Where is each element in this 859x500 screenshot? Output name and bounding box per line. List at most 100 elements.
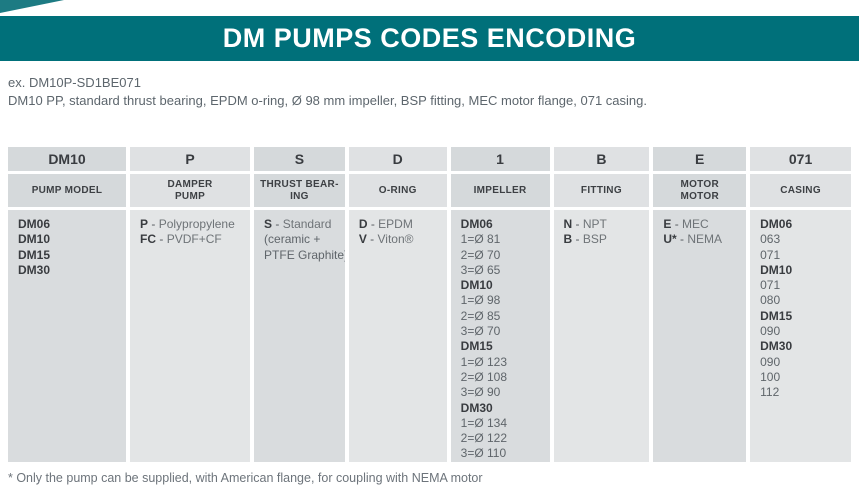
codes-encoding-table: DM10 PUMP MODEL DM06 DM10 DM15 DM30 P DAMPER PU… [8,147,851,462]
option-desc: Standard [282,217,332,231]
group-heading-line: DM15 [18,247,51,262]
option-code: D [358,217,368,231]
value-line: 2=Ø 85 [460,308,501,323]
value-line: 1=Ø 134 [460,415,508,430]
group-heading-line: DM06 [760,217,793,231]
option-line: V - Viton® [359,232,441,247]
option-code: FC [140,232,156,247]
column-label-cell: CASING [750,174,851,207]
separator: - [575,217,580,231]
group-heading-line: DM10 [18,232,51,247]
option-desc: EPDM [378,217,413,231]
group-heading-line: DM30 [18,262,51,277]
column-code-cell: E [653,147,747,171]
separator: - [159,232,164,247]
value-line: 1=Ø 98 [460,293,501,308]
column-code-cell: D [348,147,447,171]
option-code: B [563,232,573,247]
option-line: E - MEC [663,217,740,232]
option-line: S - Standard [264,217,339,232]
value-line: 3=Ø 65 [460,262,501,277]
option-line: P - Polypropylene [140,217,244,232]
group-heading-line: DM15 [760,308,793,323]
option-code: E [663,217,672,231]
column-label-cell: PUMP MODEL [8,174,126,207]
column-body-cell: E - MEC U* - NEMA [653,210,747,462]
value-line: 071 [760,278,781,293]
value-line: PTFE Graphite) [264,247,345,262]
column-body-cell: DM06 DM10 DM15 DM30 [8,210,126,462]
value-line: 080 [760,293,781,308]
column-label-cell: DAMPER PUMP [130,174,251,207]
column-label-cell: MOTOR MOTOR [653,174,747,207]
value-line: (ceramic + [264,232,321,247]
group-heading-line: DM10 [760,262,793,277]
option-line: D - EPDM [359,217,441,232]
separator: - [575,232,580,247]
value-line: 100 [760,369,781,384]
separator: - [680,232,685,247]
option-line: N - NPT [564,217,644,232]
column-code-cell: DM10 [8,147,126,171]
column-label-cell: FITTING [553,174,650,207]
separator: - [370,217,375,231]
group-heading-line: DM30 [460,400,493,415]
option-desc: NPT [582,217,607,231]
value-line: 090 [760,324,781,339]
separator: - [674,217,679,231]
value-line: 090 [760,354,781,369]
option-code: U* [663,232,677,247]
option-desc: NEMA [687,232,723,247]
option-desc: Viton® [377,232,414,247]
column-body-cell: P - Polypropylene FC - PVDF+CF [130,210,251,462]
column-body-cell: S - Standard (ceramic + PTFE Graphite) [254,210,345,462]
column-body-cell: DM06 1=Ø 81 2=Ø 70 3=Ø 65 DM10 1=Ø 98 2=Ø 85 3=… [450,210,550,462]
option-desc: PVDF+CF [166,232,222,247]
group-heading-line: DM06 [460,217,493,231]
option-desc: BSP [582,232,607,247]
column-label-cell: THRUST BEAR- ING [254,174,345,207]
column-code-cell: S [254,147,345,171]
option-line: U* - NEMA [663,232,740,247]
value-line: 063 [760,232,781,247]
page-title: DM PUMPS CODES ENCODING [222,23,637,53]
example-block: ex. DM10P-SD1BE071 DM10 PP, standard thr… [8,74,859,110]
group-heading-line: DM15 [460,339,493,354]
value-line: 2=Ø 108 [460,369,508,384]
separator: - [151,217,156,231]
value-line: 3=Ø 70 [460,324,501,339]
option-code: P [140,217,149,231]
option-code: S [264,217,273,231]
value-line: 2=Ø 70 [460,247,501,262]
value-line: 071 [760,247,781,262]
separator: - [370,232,375,247]
column-code-cell: P [130,147,251,171]
option-desc: MEC [682,217,709,231]
group-heading-line: DM06 [18,217,51,231]
group-heading-line: DM10 [460,278,493,293]
column-label-cell: O-RING [348,174,447,207]
example-description: DM10 PP, standard thrust bearing, EPDM o… [8,93,647,108]
value-line: 3=Ø 110 [460,446,507,461]
option-code: N [563,217,573,231]
group-heading-line: DM30 [760,339,793,354]
value-line: 1=Ø 123 [460,354,508,369]
corner-wedge-decoration [0,0,64,13]
title-banner: DM PUMPS CODES ENCODING [0,16,859,61]
column-body-cell: D - EPDM V - Viton® [348,210,447,462]
column-body-cell: DM06 063 071 DM10 071 080 DM15 090 DM30 090 100 112 [750,210,851,462]
option-desc: Polypropylene [158,217,235,231]
option-line: FC - PVDF+CF [140,232,244,247]
option-line: B - BSP [564,232,644,247]
footnote: * Only the pump can be supplied, with Am… [8,471,483,485]
column-body-cell: N - NPT B - BSP [553,210,650,462]
value-line: 2=Ø 122 [460,431,508,446]
column-code-cell: 071 [750,147,851,171]
column-code-cell: B [553,147,650,171]
option-code: V [358,232,367,247]
value-line: 1=Ø 81 [460,232,501,247]
separator: - [275,217,280,231]
column-label-cell: IMPELLER [450,174,550,207]
column-code-cell: 1 [450,147,550,171]
